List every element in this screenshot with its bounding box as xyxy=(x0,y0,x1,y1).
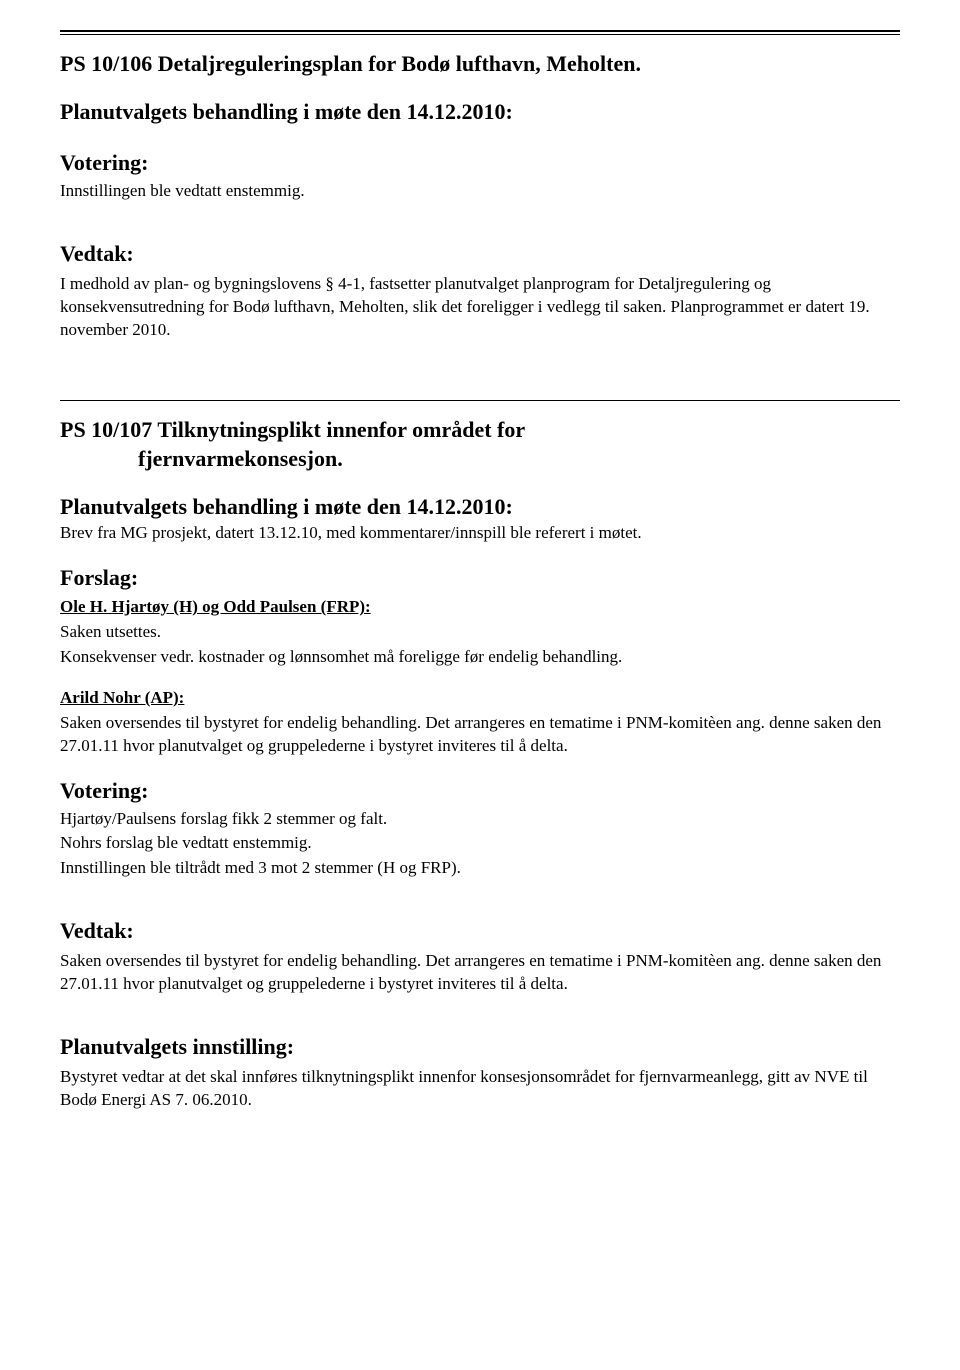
title-line2: fjernvarmekonsesjon. xyxy=(60,446,343,471)
resolution-label: Vedtak: xyxy=(60,239,900,269)
voting-text: Innstillingen ble tiltrådt med 3 mot 2 s… xyxy=(60,857,900,880)
proposer-text: Saken oversendes til bystyret for endeli… xyxy=(60,712,900,758)
resolution-text: Saken oversendes til bystyret for endeli… xyxy=(60,950,900,996)
meeting-text: Brev fra MG prosjekt, datert 13.12.10, m… xyxy=(60,522,900,545)
section-title: PS 10/107 Tilknytningsplikt innenfor omr… xyxy=(60,415,900,474)
innstilling-label: Planutvalgets innstilling: xyxy=(60,1032,900,1062)
meeting-heading: Planutvalgets behandling i møte den 14.1… xyxy=(60,492,900,522)
proposer-name: Arild Nohr (AP): xyxy=(60,687,900,710)
proposer-text: Konsekvenser vedr. kostnader og lønnsomh… xyxy=(60,646,900,669)
divider xyxy=(60,30,900,32)
section-title: PS 10/106 Detaljreguleringsplan for Bodø… xyxy=(60,49,900,79)
voting-label: Votering: xyxy=(60,148,900,178)
title-line1: PS 10/107 Tilknytningsplikt innenfor omr… xyxy=(60,417,525,442)
divider xyxy=(60,400,900,401)
voting-text: Hjartøy/Paulsens forslag fikk 2 stemmer … xyxy=(60,808,900,831)
proposer-text: Saken utsettes. xyxy=(60,621,900,644)
voting-label: Votering: xyxy=(60,776,900,806)
voting-text: Innstillingen ble vedtatt enstemmig. xyxy=(60,180,900,203)
resolution-label: Vedtak: xyxy=(60,916,900,946)
proposal-label: Forslag: xyxy=(60,563,900,593)
meeting-heading: Planutvalgets behandling i møte den 14.1… xyxy=(60,97,900,127)
resolution-text: I medhold av plan- og bygningslovens § 4… xyxy=(60,273,900,342)
divider xyxy=(60,34,900,35)
proposer-name: Ole H. Hjartøy (H) og Odd Paulsen (FRP): xyxy=(60,596,900,619)
innstilling-text: Bystyret vedtar at det skal innføres til… xyxy=(60,1066,900,1112)
voting-text: Nohrs forslag ble vedtatt enstemmig. xyxy=(60,832,900,855)
